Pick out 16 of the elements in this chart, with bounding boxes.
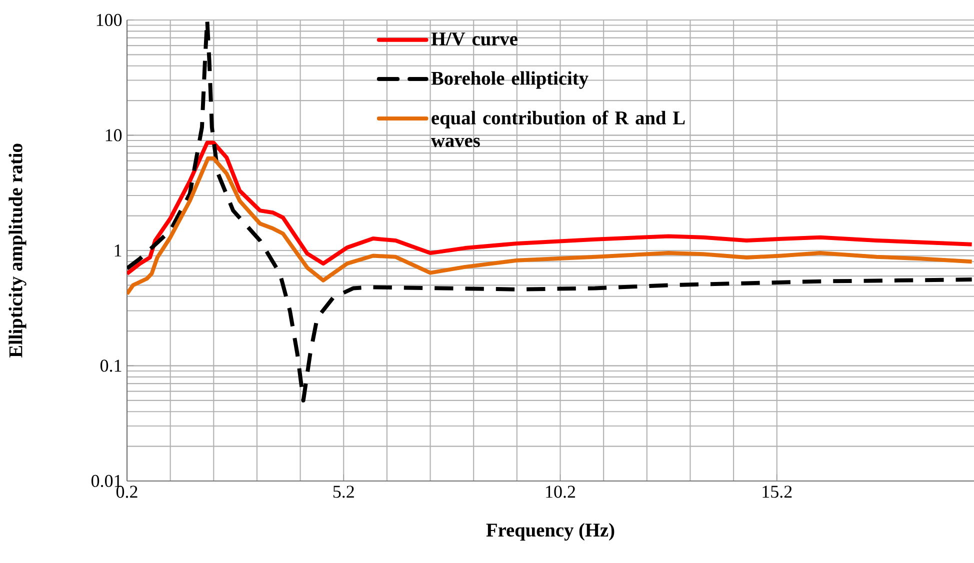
y-tick-label: 100 <box>96 14 122 26</box>
x-tick-label: 5.2 <box>333 486 354 498</box>
x-tick-label: 15.2 <box>762 486 792 498</box>
legend-label: equal contribution of R and L waves <box>431 110 685 148</box>
x-tick-label: 10.2 <box>546 486 576 498</box>
y-axis-title: Ellipticity amplitude ratio <box>8 144 26 358</box>
legend-label: Borehole ellipticity <box>431 71 588 89</box>
x-tick-label: 0.2 <box>116 486 138 498</box>
y-tick-label: 1 <box>114 244 122 256</box>
line-series <box>127 156 974 296</box>
legend-label: H/V curve <box>431 32 518 46</box>
y-tick-label: 10 <box>106 129 122 142</box>
x-axis-title: Frequency (Hz) <box>486 523 614 541</box>
line-series <box>127 20 974 402</box>
y-tick-label: 0.01 <box>91 474 122 488</box>
y-tick-label: 0.1 <box>100 360 122 372</box>
